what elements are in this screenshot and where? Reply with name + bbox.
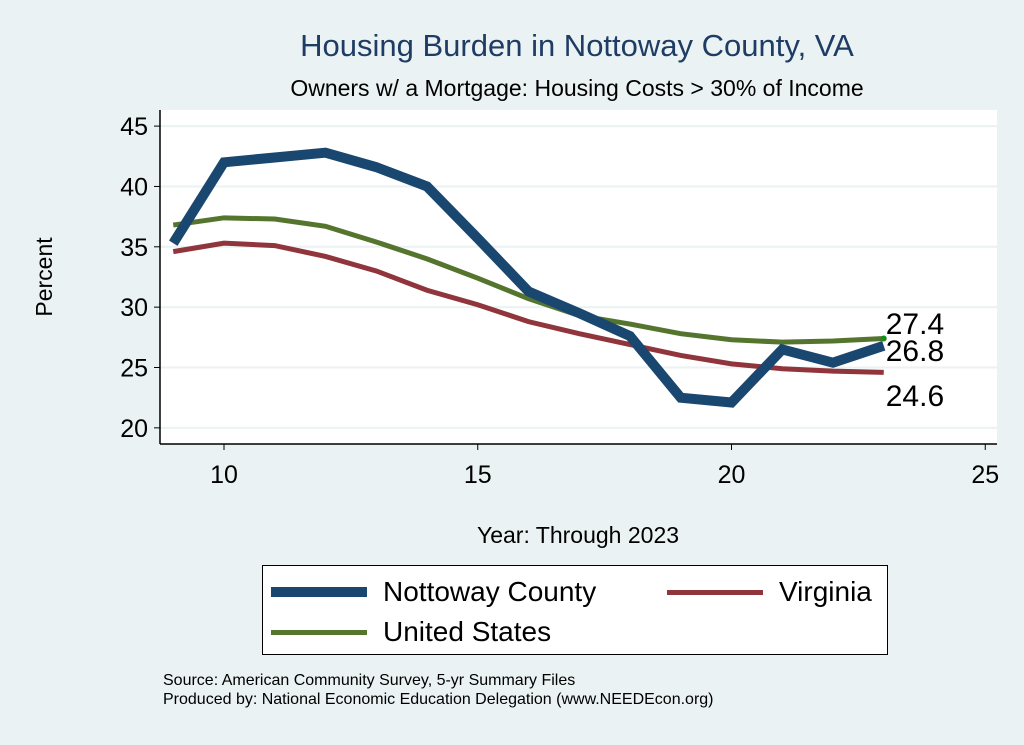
legend-item-virginia: Virginia (667, 576, 872, 608)
legend-label: Virginia (779, 576, 872, 607)
y-tick-label: 45 (120, 113, 148, 141)
end-label-united-states: 27.4 (886, 308, 944, 341)
plot-area (160, 110, 997, 444)
x-tick-label: 20 (718, 461, 746, 489)
y-tick-label: 25 (120, 355, 148, 383)
chart-plot: 20 25 30 35 40 45 10 15 20 25 Year: Through 2023 Pe… (31, 110, 999, 548)
legend-label: Nottoway County (383, 576, 597, 607)
x-tick-label: 25 (971, 461, 999, 489)
end-label-virginia: 24.6 (886, 380, 944, 413)
source-note: Source: American Community Survey, 5-yr … (163, 672, 576, 689)
x-tick-label: 15 (464, 461, 492, 489)
legend-swatch (667, 589, 763, 595)
y-tick-label: 20 (120, 415, 148, 443)
x-axis-label: Year: Through 2023 (477, 522, 679, 548)
chart-subtitle: Owners w/ a Mortgage: Housing Costs > 30… (290, 75, 864, 101)
legend-label: United States (383, 616, 552, 647)
legend-item-us: United States (271, 616, 551, 648)
legend-swatch (271, 587, 367, 597)
series-line-united-states (172, 215, 884, 345)
y-axis-label: Percent (31, 237, 57, 317)
y-tick-label: 30 (120, 294, 148, 322)
series-line-nottoway (169, 147, 886, 408)
end-marker-united-states (880, 335, 887, 342)
y-tick-label: 35 (120, 234, 148, 262)
chart-title: Housing Burden in Nottoway County, VA (300, 28, 854, 63)
legend: Nottoway County Virginia United States (262, 565, 888, 655)
legend-item-nottoway: Nottoway County (271, 576, 596, 608)
legend-swatch (271, 629, 367, 635)
y-tick-label: 40 (120, 173, 148, 201)
x-tick-label: 10 (210, 461, 238, 489)
end-label-nottoway: 26.8 (886, 335, 944, 368)
producer-note: Produced by: National Economic Education… (163, 691, 714, 708)
